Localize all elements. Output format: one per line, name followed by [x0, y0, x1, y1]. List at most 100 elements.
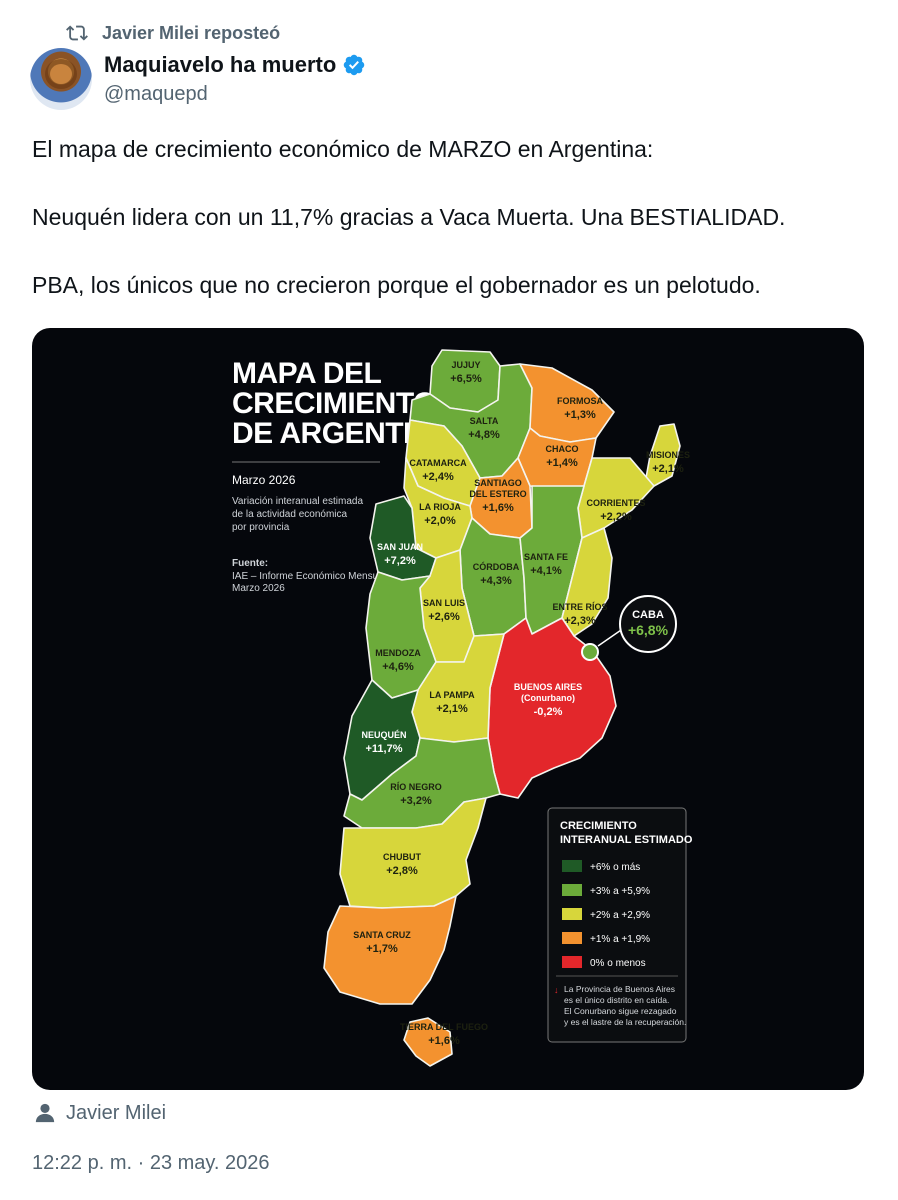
legend-label: +3% a +5,9% [590, 886, 650, 897]
province-tierra-del-fuego [403, 1017, 453, 1067]
map-title-line-2: CRECIMIENTO [232, 387, 436, 420]
legend-note-line-1: La Provincia de Buenos Aires [564, 984, 675, 994]
verified-badge-icon [344, 54, 365, 76]
province-label: CHUBUT [383, 852, 421, 862]
legend-box [547, 807, 687, 1043]
province-value: +1,7% [366, 943, 398, 955]
province-value: +7,2% [384, 555, 416, 567]
province-label: SANTA CRUZ [353, 930, 411, 940]
province-value: +2,3% [564, 615, 596, 627]
province-label: MISIONES [646, 450, 690, 460]
province-label: ENTRE RÍOS [552, 602, 607, 612]
avatar[interactable] [30, 48, 92, 110]
legend-title-line-1: CRECIMIENTO [560, 820, 637, 832]
argentina-growth-map: MAPA DEL CRECIMIENTO DE ARGENTINA Marzo … [232, 349, 693, 1067]
province-value: +2,2% [600, 511, 632, 523]
tweet-paragraph-2: Neuquén lidera con un 11,7% gracias a Va… [32, 204, 786, 230]
legend-title-line-2: INTERANUAL ESTIMADO [560, 834, 693, 846]
down-arrow-icon: ↓ [554, 985, 559, 995]
province-label: RÍO NEGRO [390, 782, 442, 792]
province-value: +2,4% [422, 471, 454, 483]
province-value: +2,0% [424, 515, 456, 527]
caba-callout [619, 595, 677, 653]
province-value: -0,2% [534, 706, 563, 718]
legend-swatch [562, 884, 582, 896]
map-date: Marzo 2026 [232, 473, 296, 487]
province-value: +1,6% [428, 1035, 460, 1047]
province-value: +4,3% [480, 575, 512, 587]
author-handle[interactable]: @maquepd [104, 83, 208, 105]
province-label: CHACO [546, 444, 579, 454]
map-source-line-2: Marzo 2026 [232, 583, 285, 594]
legend-swatch [562, 956, 582, 968]
province-value: +4,1% [530, 565, 562, 577]
legend-note-line-2: es el único distrito en caída. [564, 995, 669, 1005]
province-label-line-2: (Conurbano) [521, 693, 575, 703]
legend: CRECIMIENTO INTERANUAL ESTIMADO +6% o má… [547, 807, 693, 1043]
author-name-row[interactable]: Maquiavelo ha muerto [104, 52, 366, 78]
province-label: SANTA FE [524, 552, 568, 562]
caba-value: +6,8% [628, 622, 669, 638]
legend-swatch [562, 908, 582, 920]
province-value: +11,7% [365, 743, 402, 755]
province-label: CÓRDOBA [473, 561, 520, 572]
province-santa-cruz [323, 895, 457, 1005]
province-value: +2,1% [652, 463, 684, 475]
province-value: +6,5% [450, 373, 482, 385]
province-value: +1,6% [482, 502, 514, 514]
legend-label: +2% a +2,9% [590, 910, 650, 921]
repost-icon [66, 25, 88, 41]
tweet-text: El mapa de crecimiento económico de MARZ… [32, 132, 872, 336]
province-label: CORRIENTES [586, 498, 645, 508]
map-source-label: Fuente: [232, 558, 268, 569]
province-label: LA RIOJA [419, 502, 461, 512]
province-label: FORMOSA [557, 396, 603, 406]
map-source-line-1: IAE – Informe Económico Mensual [232, 571, 386, 582]
person-icon [35, 1103, 55, 1123]
province-label: BUENOS AIRES [514, 682, 582, 692]
legend-swatch [562, 932, 582, 944]
province-label-line-2: DEL ESTERO [469, 489, 526, 499]
province-label: SAN JUAN [377, 542, 423, 552]
tweet-paragraph-3: PBA, los únicos que no crecieron porque … [32, 272, 761, 298]
province-value: +4,8% [468, 429, 500, 441]
legend-swatch [562, 860, 582, 872]
map-subtitle-line-3: por provincia [232, 522, 290, 533]
province-entre-rios [561, 527, 613, 637]
province-value: +3,2% [400, 795, 432, 807]
legend-label: +6% o más [590, 862, 640, 873]
map-title-line-1: MAPA DEL [232, 357, 382, 390]
province-label: SALTA [470, 416, 499, 426]
legend-label: 0% o menos [590, 958, 646, 969]
map-subtitle-line-1: Variación interanual estimada [232, 496, 363, 507]
caba-marker [581, 643, 599, 661]
province-value: +2,1% [436, 703, 468, 715]
tweet-paragraph-1: El mapa de crecimiento económico de MARZ… [32, 136, 654, 162]
author-name[interactable]: Maquiavelo ha muerto [104, 52, 337, 77]
legend-note-line-4: y es el lastre de la recuperación. [564, 1017, 686, 1027]
province-value: +1,3% [564, 409, 596, 421]
tagged-user-name[interactable]: Javier Milei [66, 1101, 167, 1124]
province-label: TIERRA DEL FUEGO [400, 1022, 488, 1032]
caba-label: CABA [632, 609, 664, 621]
caba-leader-line [597, 627, 625, 647]
repost-header[interactable]: Javier Milei reposteó [66, 18, 280, 48]
province-label: JUJUY [451, 360, 480, 370]
province-label: SANTIAGO [474, 478, 522, 488]
repost-label: Javier Milei reposteó [102, 22, 281, 43]
province-label: SAN LUIS [423, 598, 465, 608]
legend-note-line-3: El Conurbano sigue rezagado [564, 1006, 677, 1016]
tweet-media-image[interactable]: MAPA DEL CRECIMIENTO DE ARGENTINA Marzo … [32, 328, 864, 1090]
province-value: +2,6% [428, 611, 460, 623]
province-label: NEUQUÉN [361, 730, 406, 740]
tweet-timestamp[interactable]: 12:22 p. m. · 23 may. 2026 [32, 1152, 270, 1174]
province-label: MENDOZA [375, 648, 421, 658]
province-misiones [645, 423, 681, 487]
map-subtitle-line-2: de la actividad económica [232, 509, 348, 520]
province-label: LA PAMPA [429, 690, 475, 700]
tagged-user[interactable]: Javier Milei [34, 1098, 166, 1128]
province-label: CATAMARCA [409, 458, 467, 468]
province-value: +4,6% [382, 661, 414, 673]
province-value: +1,4% [546, 457, 578, 469]
province-value: +2,8% [386, 865, 418, 877]
